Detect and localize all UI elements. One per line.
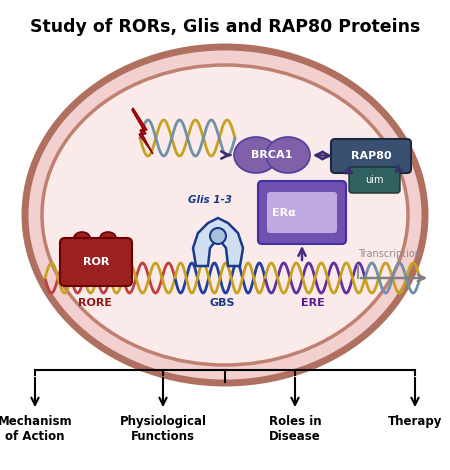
Ellipse shape — [74, 232, 90, 244]
Text: uim: uim — [365, 175, 384, 185]
Text: ROR: ROR — [83, 257, 109, 267]
Text: BRCA1: BRCA1 — [251, 150, 292, 160]
Text: Study of RORs, Glis and RAP80 Proteins: Study of RORs, Glis and RAP80 Proteins — [30, 18, 420, 36]
Polygon shape — [193, 218, 243, 266]
Text: Therapy: Therapy — [388, 415, 442, 428]
Ellipse shape — [42, 65, 408, 365]
Polygon shape — [132, 108, 153, 154]
Text: ERE: ERE — [301, 298, 325, 308]
Text: Roles in
Disease: Roles in Disease — [269, 415, 321, 443]
FancyBboxPatch shape — [331, 139, 411, 173]
Ellipse shape — [100, 232, 116, 244]
Text: ERα: ERα — [272, 207, 296, 218]
Ellipse shape — [234, 137, 278, 173]
Text: Transcription: Transcription — [358, 249, 421, 259]
Circle shape — [210, 228, 226, 244]
FancyBboxPatch shape — [267, 192, 337, 233]
Text: Physiological
Functions: Physiological Functions — [120, 415, 207, 443]
FancyBboxPatch shape — [349, 167, 400, 193]
Text: Glis 1-3: Glis 1-3 — [188, 195, 232, 205]
Ellipse shape — [25, 47, 425, 383]
FancyBboxPatch shape — [258, 181, 346, 244]
Ellipse shape — [266, 137, 310, 173]
Text: RAP80: RAP80 — [351, 151, 392, 161]
Text: GBS: GBS — [209, 298, 235, 308]
Text: RORE: RORE — [78, 298, 112, 308]
FancyBboxPatch shape — [60, 238, 132, 286]
Text: Mechanism
of Action: Mechanism of Action — [0, 415, 72, 443]
